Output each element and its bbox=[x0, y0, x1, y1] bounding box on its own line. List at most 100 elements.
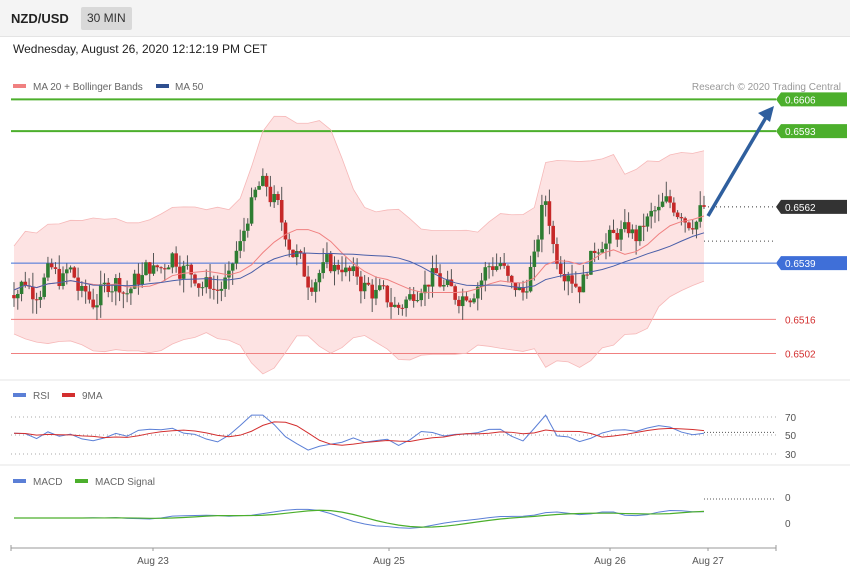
macd-legend-swatch bbox=[13, 479, 26, 483]
rsi-legend-swatch bbox=[13, 393, 26, 397]
candle-body bbox=[196, 283, 201, 288]
candle-body bbox=[690, 228, 695, 230]
candle-body bbox=[536, 239, 540, 252]
candle-body bbox=[517, 287, 522, 291]
candle-body bbox=[132, 273, 137, 289]
macd-signal-legend-label: MACD Signal bbox=[95, 477, 155, 488]
candle-body bbox=[234, 250, 239, 264]
candle-body bbox=[506, 265, 510, 276]
candle-body bbox=[106, 282, 111, 293]
candle-body bbox=[64, 269, 69, 274]
level-price-label: 0.6593 bbox=[785, 127, 816, 138]
candle-body bbox=[457, 299, 461, 307]
timeframe-badge[interactable]: 30 MIN bbox=[81, 7, 132, 30]
candle-body bbox=[389, 302, 393, 307]
candle-body bbox=[204, 277, 209, 288]
candle-body bbox=[562, 274, 567, 282]
candle-body bbox=[72, 267, 77, 278]
candle-body bbox=[611, 229, 616, 233]
candle-body bbox=[268, 186, 273, 203]
candle-body bbox=[42, 277, 46, 297]
candle-body bbox=[325, 254, 329, 263]
candle-body bbox=[38, 296, 43, 300]
candle-body bbox=[479, 280, 484, 287]
candle-body bbox=[396, 304, 401, 308]
x-axis-labels: Aug 23 Aug 25 Aug 26 Aug 27 bbox=[137, 548, 724, 567]
candle-body bbox=[555, 244, 559, 264]
level-price-tag bbox=[776, 256, 847, 271]
candle-body bbox=[125, 293, 129, 295]
candle-body bbox=[494, 266, 499, 270]
candle-body bbox=[487, 266, 491, 268]
candle-body bbox=[634, 229, 638, 242]
candle-body bbox=[19, 281, 24, 294]
rsi-tick-30: 30 bbox=[785, 450, 797, 461]
candle-body bbox=[242, 230, 246, 242]
candle-body bbox=[626, 222, 631, 234]
candle-body bbox=[185, 264, 190, 266]
candle-body bbox=[464, 296, 469, 301]
moving-averages bbox=[13, 115, 705, 375]
candle-body bbox=[615, 232, 620, 240]
candle-body bbox=[453, 286, 457, 300]
candle-body bbox=[200, 287, 205, 289]
candle-body bbox=[121, 292, 126, 294]
chart-header: NZD/USD 30 MIN bbox=[0, 0, 850, 37]
candlesticks bbox=[12, 168, 706, 320]
macd-legend-label: MACD bbox=[33, 477, 62, 488]
candle-body bbox=[668, 196, 672, 203]
candle-body bbox=[336, 264, 341, 270]
candle-body bbox=[426, 284, 431, 287]
candle-body bbox=[279, 200, 284, 223]
candle-body bbox=[540, 204, 544, 240]
candle-body bbox=[370, 284, 374, 299]
x-axis-label: Aug 27 bbox=[692, 556, 724, 567]
candle-body bbox=[223, 277, 227, 289]
candle-body bbox=[306, 276, 310, 288]
candle-body bbox=[34, 299, 39, 301]
candle-body bbox=[513, 282, 518, 291]
candle-body bbox=[653, 210, 657, 212]
candle-body bbox=[351, 266, 356, 272]
candle-body bbox=[310, 287, 314, 292]
candle-body bbox=[159, 267, 163, 269]
candle-body bbox=[155, 265, 160, 268]
candle-body bbox=[257, 185, 261, 190]
candle-body bbox=[136, 273, 141, 285]
candle-body bbox=[585, 274, 589, 276]
candle-body bbox=[679, 217, 684, 219]
ma50-legend-swatch bbox=[156, 84, 169, 88]
candle-body bbox=[498, 263, 503, 267]
candle-body bbox=[547, 201, 552, 226]
candle-body bbox=[170, 253, 175, 268]
forecast-arrowhead bbox=[758, 106, 774, 122]
level-price-label: 0.6606 bbox=[785, 95, 816, 106]
candle-body bbox=[419, 293, 424, 301]
candle-body bbox=[230, 263, 235, 271]
candle-body bbox=[702, 205, 706, 207]
level-price-label: 0.6516 bbox=[785, 315, 816, 326]
candle-body bbox=[189, 264, 194, 275]
candle-body bbox=[140, 275, 144, 285]
candle-body bbox=[87, 291, 92, 300]
candle-body bbox=[208, 277, 212, 289]
ma50-line bbox=[13, 232, 705, 291]
candle-body bbox=[49, 263, 54, 268]
candle-body bbox=[623, 222, 627, 230]
candle-body bbox=[53, 267, 58, 269]
candle-body bbox=[581, 274, 586, 293]
candle-body bbox=[377, 285, 382, 290]
candle-body bbox=[687, 222, 691, 229]
candle-body bbox=[15, 293, 20, 299]
candle-body bbox=[163, 268, 167, 270]
candle-body bbox=[596, 252, 601, 254]
candle-body bbox=[672, 202, 676, 213]
candle-body bbox=[227, 270, 231, 278]
macd-signal-line bbox=[14, 509, 705, 528]
candle-body bbox=[215, 289, 220, 291]
candle-body bbox=[347, 267, 352, 272]
candle-body bbox=[393, 304, 397, 307]
candle-body bbox=[694, 221, 699, 230]
bollinger-upper bbox=[13, 115, 705, 247]
candle-body bbox=[532, 251, 537, 267]
